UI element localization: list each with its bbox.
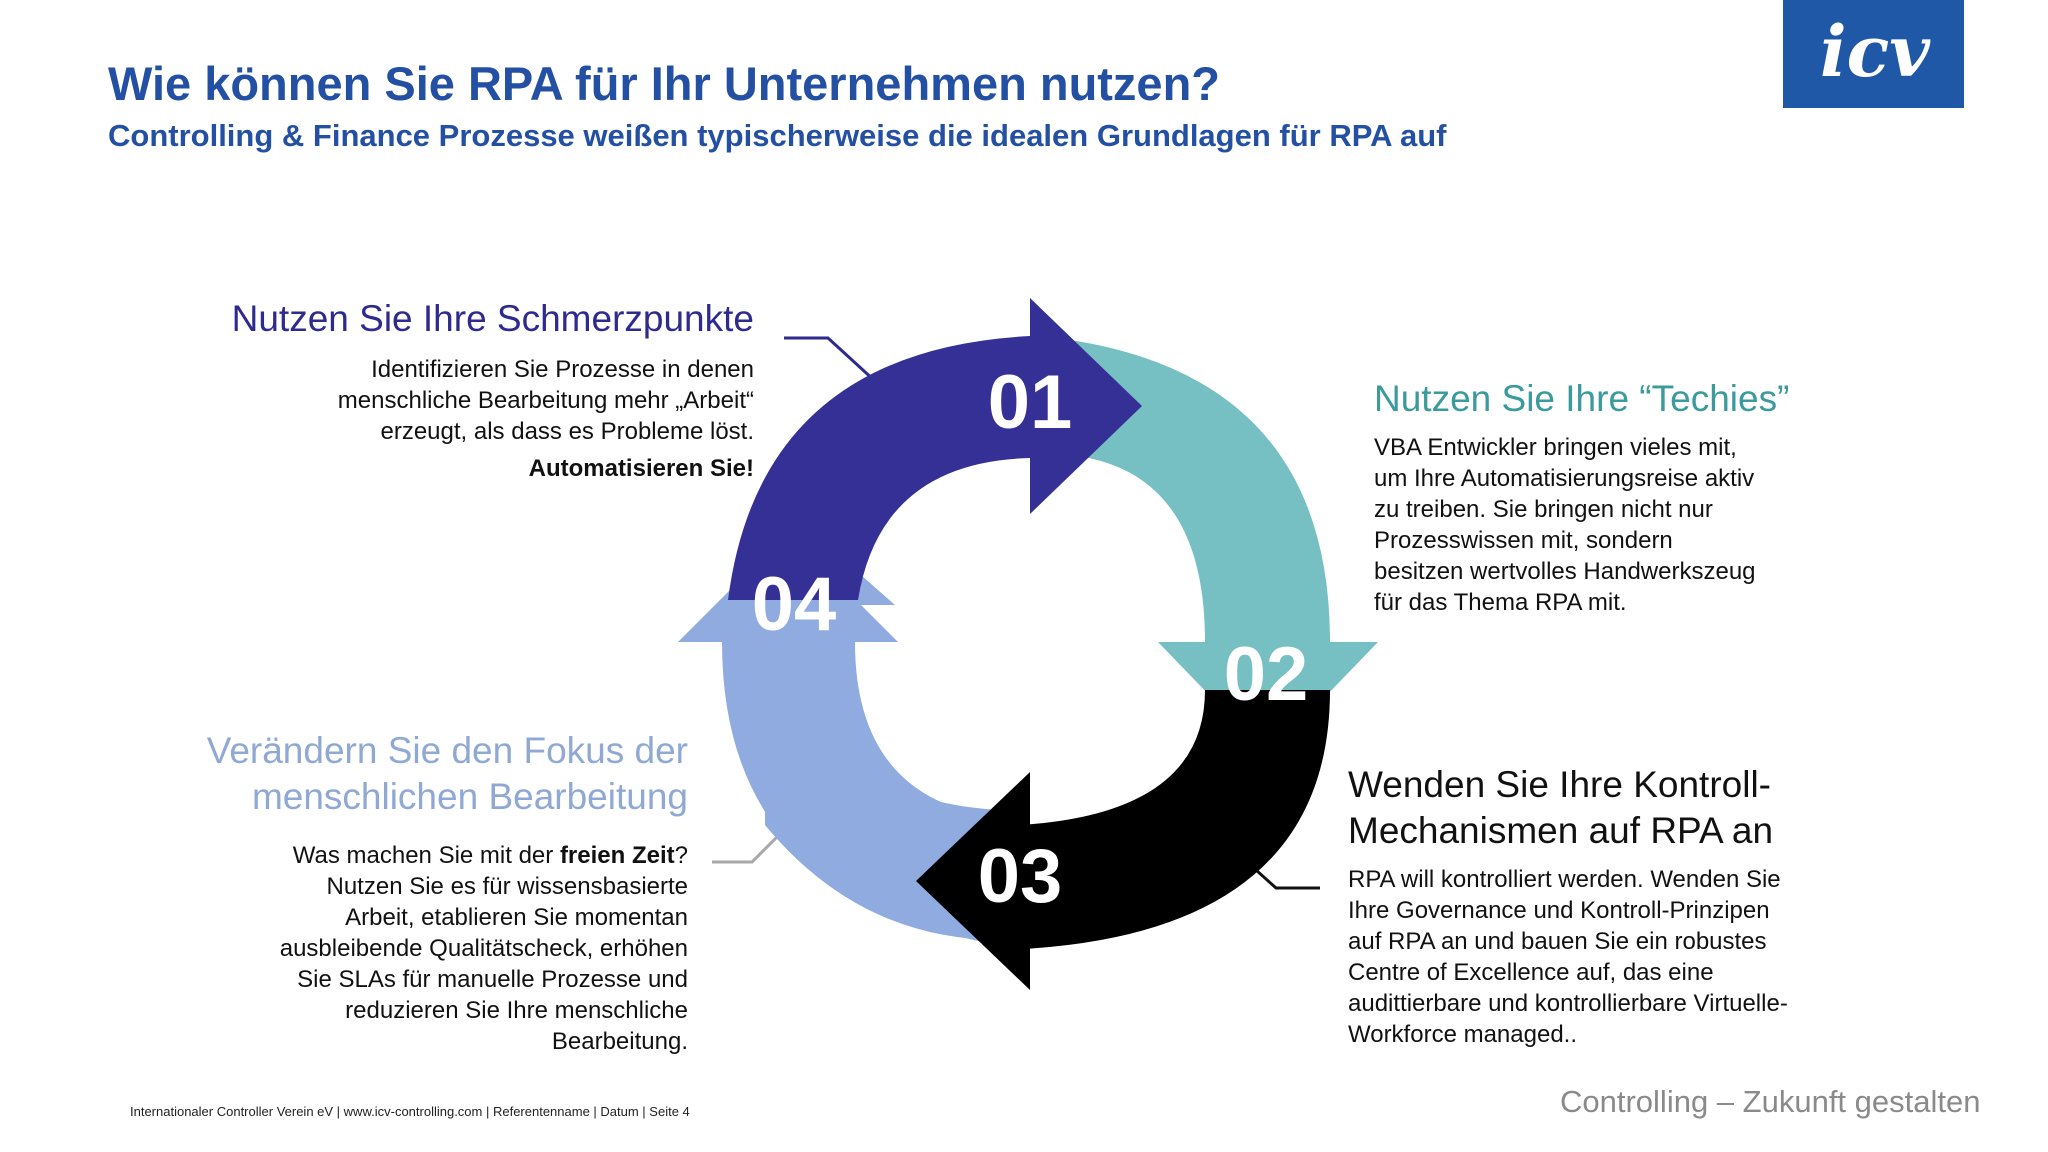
footer-tagline: Controlling – Zukunft gestalten (1560, 1084, 1981, 1119)
cycle-body-03 (1000, 690, 1330, 950)
section-02-heading: Nutzen Sie Ihre “Techies” (1374, 378, 1790, 419)
section-03-line: auf RPA an und bauen Sie ein robustes (1348, 928, 1767, 955)
page-title: Wie können Sie RPA für Ihr Unternehmen n… (108, 57, 1220, 110)
section-04-body: Was machen Sie mit der freien Zeit? Nutz… (130, 840, 688, 1057)
section-04-first-post: ? (674, 842, 688, 869)
section-04-line: ausbleibende Qualitätscheck, erhöhen (279, 935, 688, 962)
connector-line-01 (784, 336, 878, 384)
cycle-arrowhead-01 (1030, 298, 1142, 514)
section-01: Nutzen Sie Ihre Schmerzpunkte Identifizi… (210, 296, 754, 484)
section-04-heading-line: Verändern Sie den Fokus der (206, 730, 688, 771)
step-number-04: 04 (752, 562, 837, 647)
section-02-line: Prozesswissen mit, sondern (1374, 527, 1673, 554)
cycle-body-02 (1070, 340, 1330, 642)
step-number-02: 02 (1224, 632, 1309, 717)
section-01-emphasis: Automatisieren Sie! (528, 455, 754, 482)
section-03-line: Ihre Governance und Kontroll-Prinzipen (1348, 897, 1770, 924)
section-01-line: Identifizieren Sie Prozesse in denen (371, 356, 754, 383)
cycle-body-01 (728, 336, 1030, 600)
section-03-line: audittierbare und kontrollierbare Virtue… (1348, 990, 1788, 1017)
section-03-heading-line: Mechanismen auf RPA an (1348, 810, 1774, 851)
logo-text: icv (1820, 10, 1931, 93)
section-04-line: reduzieren Sie Ihre menschliche (345, 997, 688, 1024)
section-04-first-bold: freien Zeit (559, 842, 675, 869)
section-01-heading: Nutzen Sie Ihre Schmerzpunkte (231, 298, 754, 339)
section-04-heading-line: menschlichen Bearbeitung (251, 776, 688, 817)
section-02-line: um Ihre Automatisierungsreise aktiv (1374, 465, 1755, 492)
step-number-01: 01 (988, 360, 1073, 445)
section-03-body: RPA will kontrolliert werden. Wenden Sie… (1348, 864, 1948, 1050)
cycle-arrowhead-03 (916, 772, 1030, 990)
section-04-first-pre: Was machen Sie mit der (292, 842, 560, 869)
section-03: Wenden Sie Ihre Kontroll- Mechanismen au… (1348, 762, 1948, 1050)
footer-left-text: Internationaler Controller Verein eV | w… (130, 1104, 690, 1119)
icv-logo-mark: icv (1820, 10, 1931, 93)
section-03-line: RPA will kontrolliert werden. Wenden Sie (1348, 866, 1781, 893)
page-subtitle: Controlling & Finance Prozesse weißen ty… (108, 118, 1447, 153)
section-04-line: Bearbeitung. (551, 1028, 688, 1055)
section-04-line: Nutzen Sie es für wissensbasierte (326, 873, 689, 900)
section-02-line: besitzen wertvolles Handwerkszeug (1374, 558, 1756, 585)
section-04-line: Arbeit, etablieren Sie momentan (345, 904, 688, 931)
section-02-line: für das Thema RPA mit. (1374, 589, 1627, 616)
section-02-line: zu treiben. Sie bringen nicht nur (1374, 496, 1713, 523)
section-01-line: erzeugt, als dass es Probleme löst. (380, 418, 754, 445)
section-03-heading-line: Wenden Sie Ihre Kontroll- (1348, 764, 1771, 805)
icv-logo: icv (1783, 0, 1964, 108)
section-04-first-line: Was machen Sie mit der freien Zeit? (130, 840, 688, 871)
section-03-line: Workforce managed.. (1348, 1021, 1577, 1048)
section-01-body: Identifizieren Sie Prozesse in denen men… (210, 354, 754, 484)
section-02-line: VBA Entwickler bringen vieles mit, (1374, 434, 1737, 461)
section-04-line: Sie SLAs für manuelle Prozesse und (297, 966, 688, 993)
section-02-body: VBA Entwickler bringen vieles mit, um Ih… (1374, 432, 1934, 618)
step-number-03: 03 (978, 834, 1063, 919)
section-02: Nutzen Sie Ihre “Techies” VBA Entwickler… (1374, 376, 1934, 618)
section-01-line: menschliche Bearbeitung mehr „Arbeit“ (337, 387, 754, 414)
section-04: Verändern Sie den Fokus der menschlichen… (130, 728, 688, 1057)
section-03-line: Centre of Excellence auf, das eine (1348, 959, 1714, 986)
